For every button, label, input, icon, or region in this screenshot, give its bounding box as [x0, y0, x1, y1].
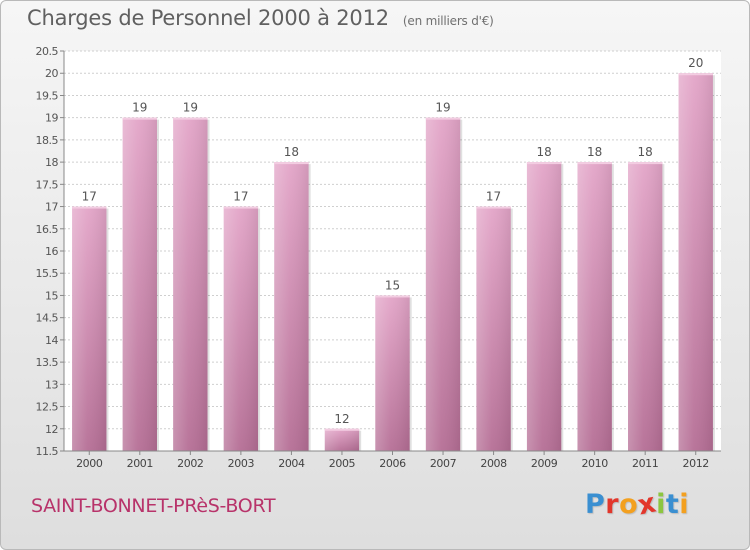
data-label: 18	[536, 145, 551, 159]
bar-2010	[577, 162, 614, 451]
x-tick-label: 2005	[329, 457, 356, 470]
y-tick-label: 19	[45, 112, 58, 125]
bar-2005	[324, 428, 362, 451]
y-tick-label: 14	[45, 334, 58, 347]
x-tick-label: 2003	[228, 457, 255, 470]
bar-top-edge	[425, 117, 461, 120]
y-tick-label: 14.5	[36, 312, 59, 325]
bar-sheen	[476, 206, 511, 451]
data-label: 17	[82, 190, 97, 204]
y-tick-label: 15	[45, 289, 58, 302]
bar-sheen	[628, 162, 663, 451]
y-tick-label: 13.5	[36, 356, 59, 369]
bar-2006	[375, 295, 412, 451]
chart-title-text: Charges de Personnel 2000 à 2012	[27, 6, 389, 30]
chart-subtitle: (en milliers d'€)	[402, 14, 494, 28]
x-tick-label: 2009	[531, 457, 558, 470]
bar-2009	[526, 162, 564, 451]
bar-top-edge	[72, 206, 107, 209]
data-label: 17	[486, 190, 501, 204]
bar-2001	[122, 117, 159, 452]
data-label: 12	[334, 412, 349, 426]
logo-letter: o	[619, 489, 639, 520]
bar-top-edge	[678, 73, 713, 76]
bar-top-edge	[173, 117, 208, 120]
bar-sheen	[577, 162, 612, 451]
bar-2004	[274, 162, 311, 451]
x-tick-label: 2004	[278, 457, 305, 470]
bar-sheen	[324, 428, 360, 451]
bar-sheen	[223, 206, 259, 451]
bar-top-edge	[223, 206, 259, 209]
y-tick-label: 18.5	[36, 134, 59, 147]
bar-top-edge	[476, 206, 511, 209]
bar-2007	[425, 117, 463, 452]
y-tick-label: 12.5	[36, 401, 59, 414]
x-tick-label: 2006	[379, 457, 406, 470]
x-tick-label: 2012	[683, 457, 709, 470]
x-tick-label: 2007	[430, 457, 457, 470]
data-label: 20	[688, 56, 703, 70]
y-tick-label: 17.5	[36, 178, 59, 191]
y-tick-label: 15.5	[36, 267, 59, 280]
data-label: 15	[385, 278, 400, 292]
bar-top-edge	[122, 117, 157, 120]
logo-letter: P	[585, 489, 606, 520]
y-tick-label: 12	[45, 423, 58, 436]
proxiti-logo: Proxiti	[585, 487, 690, 521]
bar-top-edge	[577, 162, 612, 165]
x-tick-label: 2011	[632, 457, 658, 470]
y-tick-label: 18	[45, 156, 58, 169]
bar-sheen	[72, 206, 107, 451]
bar-sheen	[425, 117, 461, 452]
x-tick-label: 2010	[581, 457, 608, 470]
bar-2000	[72, 206, 109, 451]
y-tick-label: 13	[45, 378, 58, 391]
data-label: 19	[435, 101, 450, 115]
commune-name: SAINT-BONNET-PRèS-BORT	[31, 495, 276, 517]
y-tick-label: 16	[45, 245, 58, 258]
y-tick-label: 16.5	[36, 223, 59, 236]
bar-2003	[223, 206, 261, 451]
logo-letter: i	[679, 489, 690, 520]
bar-sheen	[274, 162, 309, 451]
x-tick-label: 2001	[127, 457, 153, 470]
y-tick-label: 19.5	[36, 89, 59, 102]
logo-letter: i	[656, 489, 666, 520]
bar-2012	[678, 73, 715, 451]
bar-sheen	[173, 117, 208, 452]
bar-2002	[173, 117, 210, 452]
y-tick-label: 17	[45, 201, 58, 214]
bar-2011	[628, 162, 665, 451]
x-tick-label: 2000	[76, 457, 103, 470]
bar-top-edge	[274, 162, 309, 165]
bar-top-edge	[324, 428, 360, 431]
y-tick-label: 20.5	[36, 45, 59, 58]
data-label: 18	[587, 145, 602, 159]
data-label: 19	[183, 101, 198, 115]
x-tick-label: 2008	[480, 457, 507, 470]
bar-sheen	[375, 295, 410, 451]
data-label: 18	[638, 145, 653, 159]
logo-letter: t	[665, 489, 680, 520]
bar-top-edge	[375, 295, 410, 298]
x-tick-label: 2002	[177, 457, 203, 470]
bar-2008	[476, 206, 513, 451]
data-label: 17	[233, 190, 248, 204]
bar-top-edge	[526, 162, 562, 165]
bar-sheen	[526, 162, 562, 451]
y-tick-label: 11.5	[36, 445, 59, 458]
y-tick-label: 20	[45, 67, 58, 80]
bar-sheen	[678, 73, 713, 451]
bar-sheen	[122, 117, 157, 452]
data-label: 18	[284, 145, 299, 159]
bar-top-edge	[628, 162, 663, 165]
chart-title: Charges de Personnel 2000 à 2012 (en mill…	[27, 6, 494, 30]
logo-letter: r	[605, 489, 620, 520]
data-label: 19	[132, 101, 147, 115]
